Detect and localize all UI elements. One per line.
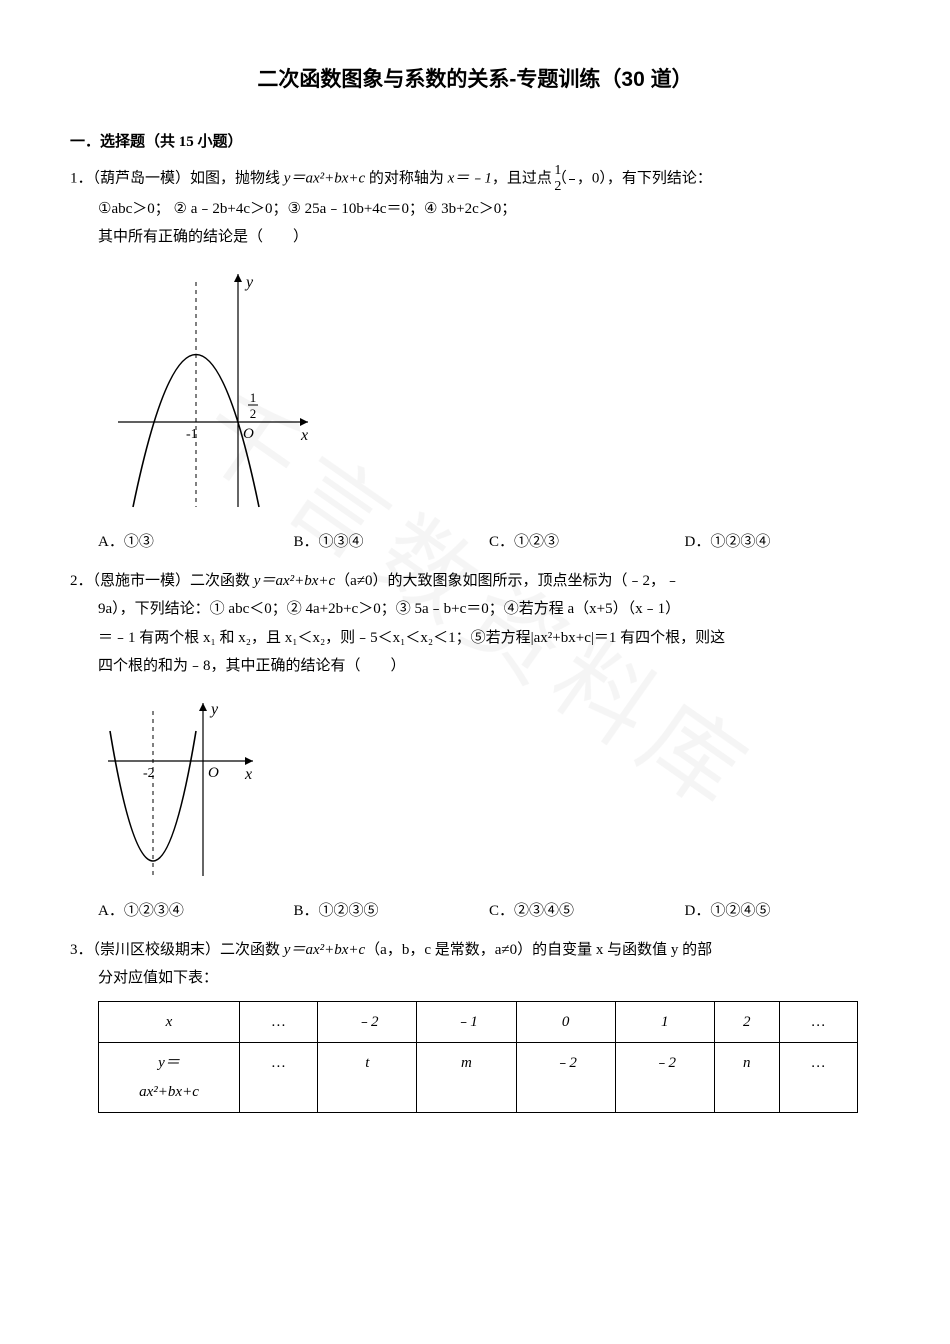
tick-label: -2 (143, 766, 155, 781)
table-cell: t (318, 1043, 417, 1113)
option-a: A．①②③④ (98, 897, 294, 926)
problem-line: 分对应值如下表： (70, 964, 880, 993)
answer-options: A．①③ B．①③④ C．①②③ D．①②③④ (70, 528, 880, 557)
y-axis-label: y (244, 274, 254, 291)
problem-question: 其中所有正确的结论是（ ） (70, 223, 880, 252)
fraction-numerator: 1 (250, 390, 257, 405)
table-row: y＝ ax²+bx+c … t m ﹣2 ﹣2 n … (99, 1043, 858, 1113)
fraction-denominator: 2 (569, 180, 575, 195)
x-axis-label: x (300, 427, 308, 444)
table-cell: y＝ ax²+bx+c (99, 1043, 240, 1113)
fraction-numerator: 1 (569, 164, 575, 180)
equation-text: y＝ax²+bx+c (254, 573, 335, 589)
table-cell: … (779, 1043, 857, 1113)
fraction-denominator: 2 (250, 406, 257, 421)
problem-statements: ①abc＞0； ② a﹣2b+4c＞0；③ 25a﹣10b+4c＝0；④ 3b+… (70, 195, 880, 224)
problem-3: 3．（崇川区校级期末）二次函数 y＝ax²+bx+c（a，b，c 是常数，a≠0… (70, 936, 880, 1114)
problem-source: （葫芦岛一模）如图，抛物线 (93, 171, 284, 187)
table-cell: 1 (615, 1001, 714, 1043)
tick-label: -1 (186, 427, 198, 442)
figure-2: y x -2 O (98, 691, 880, 892)
tick-fraction: 1 2 (248, 390, 258, 421)
problem-source: （恩施市一模）二次函数 (93, 573, 254, 589)
table-cell: m (417, 1043, 516, 1113)
data-table: x … ﹣2 ﹣1 0 1 2 … y＝ ax²+bx+c … t m ﹣2 ﹣… (98, 1001, 858, 1114)
problem-line: 9a），下列结论：① abc＜0；② 4a+2b+c＞0；③ 5a﹣b+c＝0；… (70, 595, 880, 624)
section-heading-1: 一．选择题（共 15 小题） (70, 128, 880, 157)
table-cell: ﹣2 (516, 1043, 615, 1113)
table-row: x … ﹣2 ﹣1 0 1 2 … (99, 1001, 858, 1043)
problem-number: 2． (70, 573, 93, 589)
equation-text: x＝﹣1 (448, 171, 492, 187)
problem-line: 四个根的和为﹣8，其中正确的结论有（ ） (70, 652, 880, 681)
option-b: B．①③④ (294, 528, 490, 557)
x-axis-label: x (244, 766, 252, 783)
table-cell: … (240, 1043, 318, 1113)
problem-number: 3． (70, 942, 93, 958)
option-a: A．①③ (98, 528, 294, 557)
option-b: B．①②③⑤ (294, 897, 490, 926)
arrow-icon (300, 418, 308, 426)
arrow-icon (234, 274, 242, 282)
text: （a≠0）的大致图象如图所示，顶点坐标为（﹣2，﹣ (335, 573, 680, 589)
arrow-icon (245, 757, 253, 765)
table-cell: ﹣2 (615, 1043, 714, 1113)
option-d: D．①②④⑤ (685, 897, 881, 926)
text: ，0），有下列结论： (577, 171, 712, 187)
table-cell: 0 (516, 1001, 615, 1043)
page-title: 二次函数图象与系数的关系-专题训练（30 道） (70, 60, 880, 100)
problem-2: 2．（恩施市一模）二次函数 y＝ax²+bx+c（a≠0）的大致图象如图所示，顶… (70, 567, 880, 926)
problem-source: （崇川区校级期末）二次函数 (93, 942, 284, 958)
option-d: D．①②③④ (685, 528, 881, 557)
problem-number: 1． (70, 171, 93, 187)
table-cell: x (99, 1001, 240, 1043)
answer-options: A．①②③④ B．①②③⑤ C．②③④⑤ D．①②④⑤ (70, 897, 880, 926)
text: 的对称轴为 (365, 171, 448, 187)
option-c: C．①②③ (489, 528, 685, 557)
table-cell: ﹣1 (417, 1001, 516, 1043)
problem-line: ＝﹣1 有两个根 x₁ 和 x₂，且 x₁＜x₂，则﹣5＜x₁＜x₂＜1；⑤若方… (70, 624, 880, 653)
equation-text: y＝ax²+bx+c (284, 942, 365, 958)
text: （a，b，c 是常数，a≠0）的自变量 x 与函数值 y 的部 (365, 942, 712, 958)
equation-text: y＝ax²+bx+c (284, 171, 365, 187)
table-cell: n (714, 1043, 779, 1113)
origin-label: O (208, 765, 219, 781)
origin-label: O (243, 426, 254, 442)
problem-1: 1．（葫芦岛一模）如图，抛物线 y＝ax²+bx+c 的对称轴为 x＝﹣1，且过… (70, 164, 880, 556)
table-cell: … (240, 1001, 318, 1043)
fraction: 12 (569, 164, 575, 194)
table-cell: … (779, 1001, 857, 1043)
y-axis-label: y (209, 701, 219, 718)
table-cell: ﹣2 (318, 1001, 417, 1043)
table-cell: 2 (714, 1001, 779, 1043)
figure-1: y x O -1 1 2 (98, 262, 880, 523)
arrow-icon (199, 703, 207, 711)
option-c: C．②③④⑤ (489, 897, 685, 926)
